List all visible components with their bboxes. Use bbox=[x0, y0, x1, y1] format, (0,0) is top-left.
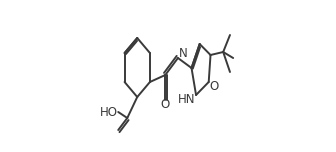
Text: HN: HN bbox=[178, 93, 195, 107]
Text: N: N bbox=[179, 47, 187, 60]
Text: O: O bbox=[209, 80, 219, 93]
Text: O: O bbox=[161, 98, 170, 111]
Text: HO: HO bbox=[99, 105, 118, 119]
